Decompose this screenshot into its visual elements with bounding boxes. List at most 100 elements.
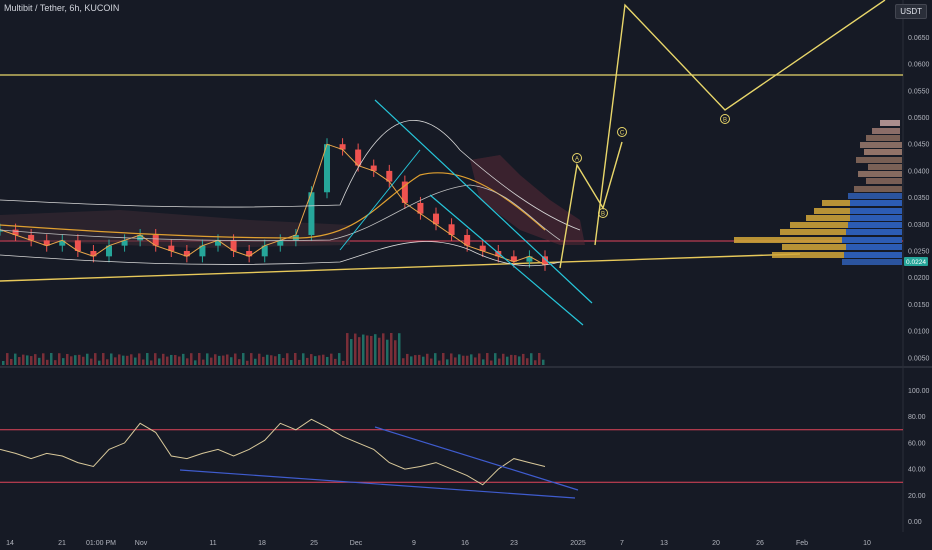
time-tick-label: 16 (461, 540, 469, 547)
volume-bar (242, 353, 245, 365)
time-tick-label: 11 (209, 540, 216, 547)
volume-bar (530, 353, 533, 365)
volume-bar (146, 353, 149, 365)
volume-bar (542, 359, 545, 365)
volume-bar (274, 356, 277, 365)
quote-currency-badge[interactable]: USDT (895, 4, 927, 19)
volume-profile-bar (850, 215, 902, 221)
volume-bar (174, 355, 177, 365)
volume-bar (422, 356, 425, 365)
rsi-panel (0, 368, 932, 532)
volume-bar (338, 353, 341, 365)
volume-profile-bar (772, 252, 902, 258)
volume-profile-bar (782, 244, 902, 250)
time-tick-label: 20 (712, 540, 720, 547)
price-tick-label: 0.0050 (908, 355, 930, 362)
volume-bar (194, 360, 197, 365)
bollinger-band (0, 241, 561, 267)
volume-bar (258, 353, 261, 365)
wave-label: A (575, 157, 579, 163)
time-tick-label: 25 (310, 540, 318, 547)
volume-bar (154, 353, 157, 365)
volume-bar (406, 353, 409, 365)
volume-profile-bar (864, 149, 902, 155)
wave-label: C (620, 131, 625, 137)
volume-bar (78, 354, 81, 365)
price-panel (0, 0, 932, 366)
volume-bar (254, 358, 257, 365)
time-tick-label: 9 (412, 540, 416, 547)
chart-title: Multibit / Tether, 6h, KUCOIN (4, 3, 120, 13)
volume-bar (198, 353, 201, 365)
volume-bar (290, 360, 293, 365)
volume-bar (162, 353, 165, 365)
bollinger-band (0, 184, 561, 242)
volume-bar (230, 357, 233, 365)
rsi-tick-label: 60.00 (908, 440, 926, 447)
wave-label-circle (720, 114, 730, 124)
price-tick-label: 0.0150 (908, 302, 930, 309)
volume-bar (210, 357, 213, 365)
wave-label-circle (598, 208, 608, 218)
volume-bar (346, 333, 349, 365)
current-price-badge (904, 257, 928, 266)
price-tick-label: 0.0100 (908, 329, 930, 336)
wave-projection-abc (559, 141, 623, 269)
time-tick-label: 10 (863, 540, 871, 547)
volume-bar (362, 334, 365, 365)
volume-bar (322, 354, 325, 365)
cloud-area (470, 155, 585, 245)
volume-bar (390, 333, 393, 365)
volume-bar (158, 358, 161, 365)
volume-profile-bar (848, 222, 902, 228)
volume-bar (2, 361, 5, 365)
volume-bar (318, 355, 321, 365)
volume-bar (246, 360, 249, 365)
time-tick-label: 18 (258, 540, 266, 547)
volume-bar (86, 353, 89, 365)
volume-bar (110, 353, 113, 365)
volume-bar (518, 356, 521, 365)
volume-bar (462, 355, 465, 365)
volume-bar (218, 355, 221, 365)
volume-bar (166, 356, 169, 365)
volume-bar (326, 356, 329, 365)
volume-bar (222, 355, 225, 365)
volume-profile-bar (846, 229, 902, 235)
time-tick-label: 2025 (570, 540, 586, 547)
support-trend-line (0, 253, 801, 282)
volume-profile-bar (780, 229, 902, 235)
volume-bar (366, 335, 369, 365)
volume-profile-bar (860, 142, 902, 148)
volume-bar (414, 355, 417, 365)
volume-bar (234, 353, 237, 365)
volume-bar (142, 359, 145, 365)
volume-profile-bar (866, 178, 902, 184)
volume-bar (334, 358, 337, 365)
volume-bar (350, 339, 353, 365)
moving-average-line (0, 172, 546, 239)
volume-bar (58, 353, 61, 365)
volume-profile-bar (850, 208, 902, 214)
cloud-area (0, 210, 350, 248)
volume-bar (502, 353, 505, 365)
volume-profile-bar (880, 120, 900, 126)
rsi-tick-label: 0.00 (908, 519, 922, 526)
volume-profile-bar (844, 252, 902, 258)
volume-profile-bar (868, 164, 902, 170)
price-tick-label: 0.0500 (908, 115, 930, 122)
volume-bar (534, 360, 537, 365)
volume-bar (426, 353, 429, 365)
rsi-tick-label: 20.00 (908, 493, 926, 500)
volume-bar (286, 353, 289, 365)
volume-bar (90, 358, 93, 365)
wave-label-circle (572, 153, 582, 163)
volume-profile-bar (842, 237, 902, 243)
volume-bar (486, 353, 489, 365)
volume-bar (418, 354, 421, 365)
time-tick-label: 7 (620, 540, 624, 547)
volume-profile-bar (790, 222, 902, 228)
volume-bar (10, 358, 13, 365)
volume-bar (50, 353, 53, 365)
